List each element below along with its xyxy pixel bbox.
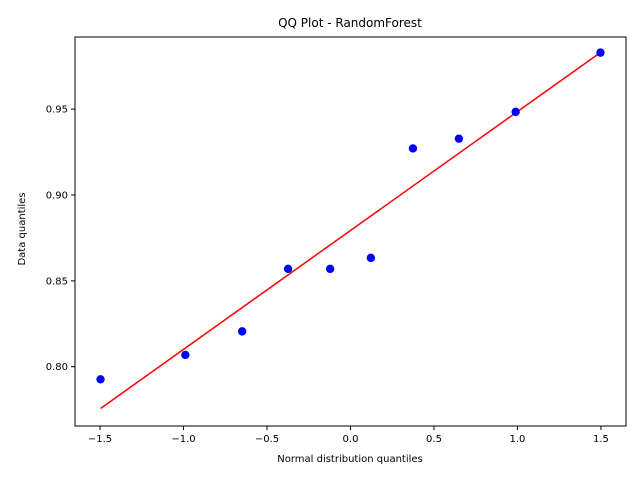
series-layer: [96, 48, 605, 410]
axes-frame: [74, 36, 627, 427]
x-tick-label: 0.0: [343, 434, 359, 445]
y-axis: 0.80 0.85 0.90 0.95: [46, 105, 75, 373]
data-point: [237, 327, 247, 336]
x-tick-label: −0.5: [255, 434, 279, 445]
y-tick-label: 0.90: [46, 191, 68, 202]
x-tick-label: 1.5: [593, 434, 609, 445]
data-point: [96, 375, 105, 384]
data-point: [181, 350, 190, 360]
x-axis-label: Normal distribution quantiles: [277, 454, 423, 465]
x-tick-label: −1.0: [171, 434, 195, 445]
data-point: [325, 264, 335, 274]
chart-title: QQ Plot - RandomForest: [278, 16, 422, 30]
data-point: [454, 134, 464, 143]
y-axis-label: Data quantiles: [17, 192, 28, 265]
data-point: [408, 144, 418, 153]
x-tick-label: 1.0: [510, 434, 526, 445]
data-point: [596, 48, 605, 57]
y-tick-label: 0.80: [46, 362, 68, 373]
data-point: [283, 264, 293, 274]
x-axis: −1.5 −1.0 −0.5 0.0 0.5 1.0 1.5: [88, 426, 609, 445]
data-point: [366, 253, 376, 263]
data-point: [511, 107, 520, 117]
x-tick-label: −1.5: [88, 434, 112, 445]
x-tick-label: 0.5: [426, 434, 442, 445]
y-tick-label: 0.85: [46, 276, 68, 287]
y-tick-label: 0.95: [46, 105, 68, 116]
